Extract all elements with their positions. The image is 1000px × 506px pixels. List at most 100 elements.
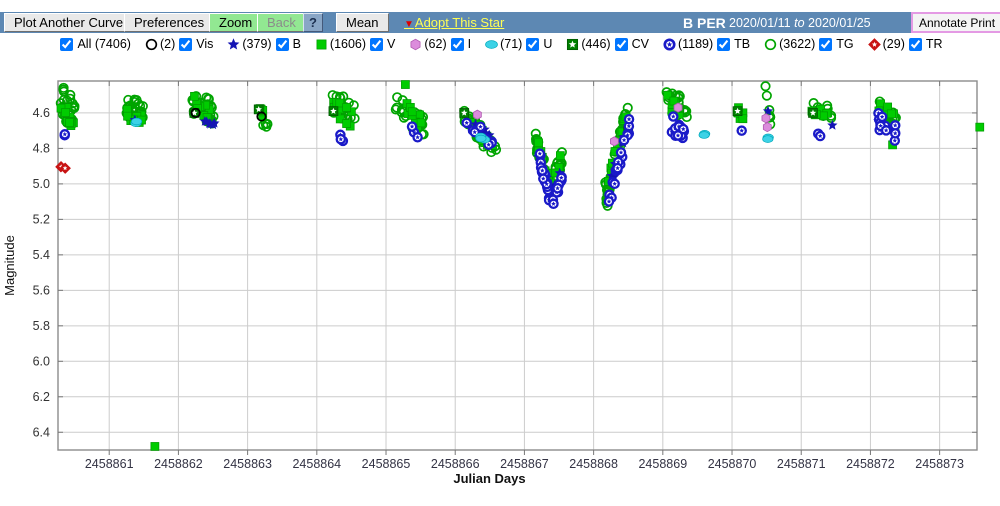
legend-count-b: (379): [242, 37, 272, 51]
axis-labels: 4.6 4.8 5.0 5.2 5.4 5.6 5.8 6.0 6.2 6.4 2458861 245…: [2, 106, 964, 486]
legend-checkbox-b[interactable]: [275, 37, 289, 51]
square-green-icon: [316, 39, 327, 49]
y-axis-title: Magnitude: [2, 235, 17, 296]
mean-button[interactable]: Mean: [336, 13, 389, 32]
legend-item-vis: (2) Vis: [144, 37, 213, 52]
series-b: [129, 105, 896, 202]
svg-text:6.0: 6.0: [33, 354, 50, 368]
axis-ticks: [58, 81, 977, 455]
svg-text:2458873: 2458873: [915, 457, 964, 471]
legend-label-u: U: [543, 37, 553, 51]
legend-checkbox-all[interactable]: [60, 37, 74, 51]
ring-star-blue-icon: [663, 37, 676, 51]
plot-frame: [57, 80, 978, 451]
legend-label-vis: Vis: [196, 37, 214, 51]
data-points: [55, 80, 985, 451]
legend-count-u: (71): [500, 37, 523, 51]
svg-text:2458870: 2458870: [708, 457, 757, 471]
legend-count-tb: (1189): [677, 37, 714, 51]
series-tr: [55, 161, 71, 174]
legend-label-tg: TG: [836, 37, 854, 51]
legend-count-cv: (446): [581, 37, 611, 51]
legend-item-v: (1606) V: [314, 37, 395, 52]
series-tg: [55, 81, 901, 211]
svg-text:6.2: 6.2: [33, 390, 50, 404]
legend-label-tr: TR: [925, 37, 943, 51]
band-legend: All (7406) (2) Vis (379) B (1606) V (62) I (71) U(…: [0, 35, 1000, 53]
back-button[interactable]: Back: [257, 13, 306, 32]
svg-text:5.2: 5.2: [33, 212, 50, 226]
hexagon-violet-icon: [410, 38, 421, 50]
zoom-button[interactable]: Zoom: [209, 13, 263, 32]
legend-checkbox-v[interactable]: [370, 37, 384, 51]
legend-item-cv: (446) CV: [565, 37, 649, 52]
legend-checkbox-tg[interactable]: [819, 37, 833, 51]
svg-text:2458872: 2458872: [846, 457, 895, 471]
svg-text:2458871: 2458871: [777, 457, 826, 471]
svg-text:4.6: 4.6: [33, 106, 50, 120]
circle-open-green-icon: [764, 38, 777, 50]
legend-checkbox-u[interactable]: [526, 37, 540, 51]
legend-item-b: (379) B: [226, 37, 301, 52]
svg-text:5.6: 5.6: [33, 283, 50, 297]
x-axis-title: Julian Days: [453, 471, 525, 486]
help-button[interactable]: ?: [303, 13, 323, 32]
date-start: 2020/01/11: [729, 16, 791, 30]
legend-count-tr: (29): [882, 37, 905, 51]
legend-checkbox-tb[interactable]: [717, 37, 731, 51]
light-curve-chart[interactable]: 4.6 4.8 5.0 5.2 5.4 5.6 5.8 6.0 6.2 6.4 2458861 245…: [0, 56, 1000, 506]
legend-checkbox-cv[interactable]: [614, 37, 628, 51]
svg-text:2458868: 2458868: [569, 457, 618, 471]
svg-text:2458864: 2458864: [292, 457, 341, 471]
legend-count-tg: (3622): [779, 37, 816, 51]
legend-item-all: All (7406): [57, 37, 131, 51]
svg-text:2458862: 2458862: [154, 457, 203, 471]
star-name: B PER: [683, 15, 726, 31]
plot-another-curve-button[interactable]: Plot Another Curve: [4, 13, 134, 32]
svg-text:2458865: 2458865: [362, 457, 411, 471]
legend-count-v: (1606): [329, 37, 367, 51]
toolbar: Plot Another Curve Preferences Zoom Back…: [0, 12, 1000, 33]
svg-text:5.4: 5.4: [33, 248, 50, 262]
svg-text:5.0: 5.0: [33, 177, 50, 191]
svg-text:2458866: 2458866: [431, 457, 480, 471]
legend-checkbox-i[interactable]: [450, 37, 464, 51]
series-i: [472, 102, 772, 147]
adopt-this-star-link[interactable]: ▼Adopt This Star: [404, 15, 504, 30]
legend-label-cv: CV: [631, 37, 649, 51]
legend-item-tr: (29) TR: [867, 37, 943, 52]
svg-text:2458867: 2458867: [500, 457, 549, 471]
circle-open-black-icon: [145, 38, 158, 50]
svg-text:6.4: 6.4: [33, 425, 50, 439]
preferences-button[interactable]: Preferences: [124, 13, 215, 32]
legend-item-i: (62) I: [408, 37, 471, 52]
svg-text:2458869: 2458869: [638, 457, 687, 471]
series-u: [130, 117, 774, 144]
adopt-this-star-label: Adopt This Star: [414, 15, 505, 30]
star-blue-icon: [227, 37, 240, 50]
date-to-word: to: [794, 16, 805, 30]
legend-item-tb: (1189) TB: [662, 37, 750, 52]
series-vis: [190, 107, 267, 122]
legend-label-tb: TB: [734, 37, 751, 51]
legend-count-i: (62): [424, 37, 447, 51]
legend-checkbox-tr[interactable]: [908, 37, 922, 51]
legend-checkbox-vis[interactable]: [179, 37, 193, 51]
series-tb: [59, 107, 901, 210]
diamond-open-red-icon: [867, 37, 881, 51]
annotate-print-button[interactable]: Annotate Print: [911, 12, 1000, 33]
square-star-green-icon: [567, 38, 579, 50]
gridlines: [58, 81, 977, 450]
heart-icon: ▼: [404, 19, 414, 30]
svg-text:5.8: 5.8: [33, 319, 50, 333]
series-v: [56, 80, 985, 451]
legend-item-u: (71) U: [484, 37, 552, 52]
legend-label-i: I: [467, 37, 472, 51]
legend-label-v: V: [387, 37, 396, 51]
legend-count-vis: (2): [159, 37, 176, 51]
svg-text:2458861: 2458861: [85, 457, 134, 471]
legend-item-tg: (3622) TG: [763, 37, 854, 52]
legend-label-b: B: [292, 37, 301, 51]
date-end: 2020/01/25: [808, 16, 871, 30]
ellipse-cyan-icon: [485, 39, 498, 49]
